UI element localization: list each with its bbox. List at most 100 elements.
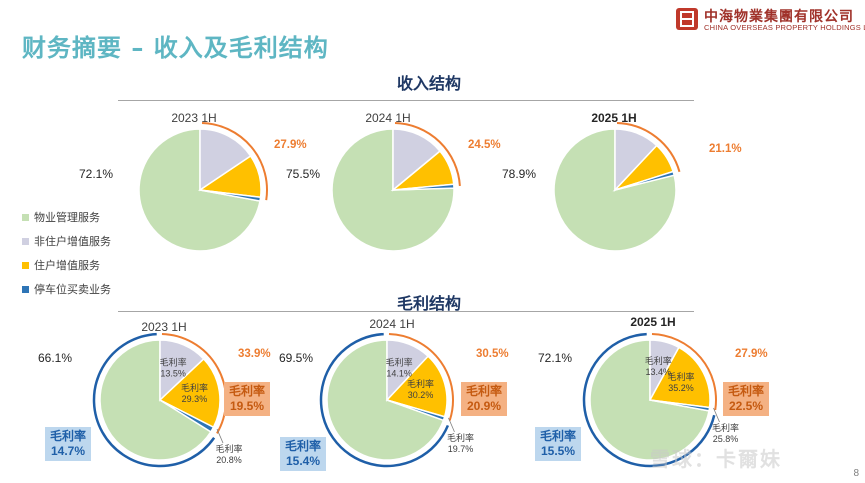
legend-label: 住户增值服务 (34, 260, 100, 272)
value-added-arc (201, 122, 268, 201)
pie-slice-parking (649, 399, 711, 412)
legend-item: 非住户增值服务 (22, 229, 111, 253)
legend-item: 物业管理服务 (22, 205, 111, 229)
company-logo: 中海物業集團有限公司 CHINA OVERSEAS PROPERTY HOLDI… (676, 6, 865, 38)
parking-margin-value: 20.8% (216, 455, 242, 465)
value-added-margin-label: 毛利率 (466, 384, 503, 398)
legend-label: 物业管理服务 (34, 212, 100, 224)
logo-chinese-name: 中海物業集團有限公司 (704, 9, 854, 25)
logo-english-name: CHINA OVERSEAS PROPERTY HOLDINGS LIMITED (704, 23, 865, 32)
resident-margin-value: 29.3% (182, 394, 208, 404)
pie-slice-property-mgmt (326, 339, 445, 461)
non-resident-margin-value: 13.5% (160, 369, 186, 379)
value-added-margin-label: 毛利率 (728, 384, 765, 398)
pie-slice-resident (648, 346, 711, 409)
value-added-arc (651, 333, 717, 411)
property-mgmt-share-label: 75.5% (286, 167, 320, 181)
chart-title: 2025 1H (630, 315, 675, 329)
value-added-arc (161, 333, 227, 434)
value-added-share-label: 21.1% (709, 143, 742, 155)
property-mgmt-share-label: 66.1% (38, 351, 72, 365)
parking-leader-line (713, 407, 720, 423)
legend-swatch (22, 237, 29, 245)
parking-margin-value: 25.8% (713, 434, 739, 444)
pie-slice-parking (199, 189, 262, 202)
non-resident-margin-label: 毛利率 (386, 356, 413, 367)
value-added-share-label: 33.9% (238, 348, 271, 360)
resident-margin-label: 毛利率 (407, 378, 434, 389)
page-number: 8 (853, 468, 859, 479)
value-added-share-label: 27.9% (735, 348, 768, 360)
value-added-margin-box-2025: 毛利率 22.5% (723, 382, 770, 416)
value-added-arc (388, 333, 454, 421)
property-margin-box-2024: 毛利率 15.4% (280, 437, 327, 471)
parking-margin-label: 毛利率 (712, 422, 739, 433)
revenue-divider (118, 100, 694, 101)
property-margin-value: 14.7% (50, 444, 86, 458)
property-mgmt-share-label: 72.1% (79, 167, 113, 181)
value-added-margin-box-2024: 毛利率 20.9% (461, 382, 508, 416)
revenue-structure-title: 收入结构 (397, 74, 462, 93)
value-added-arc (394, 122, 461, 186)
property-margin-label: 毛利率 (50, 429, 87, 443)
non-resident-margin-value: 13.4% (645, 367, 671, 377)
value-added-margin-box-2023: 毛利率 19.5% (224, 382, 271, 416)
watermark: 雪球：卡爾妹 (650, 447, 782, 471)
chart-legend: 物业管理服务 非住户增值服务 住户增值服务 停车位买卖业务 (22, 205, 111, 301)
gross-profit-structure-title: 毛利结构 (397, 294, 462, 313)
property-mgmt-share-label: 69.5% (279, 351, 313, 365)
property-mgmt-share-label: 78.9% (502, 167, 536, 181)
chart-title: 2024 1H (365, 111, 410, 125)
resident-margin-label: 毛利率 (667, 371, 694, 382)
property-mgmt-arc (319, 332, 450, 468)
pie-slice-property-mgmt (99, 339, 212, 461)
value-added-share-label: 27.9% (274, 139, 307, 151)
pie-slice-parking (614, 170, 676, 191)
pie-slice-parking (392, 183, 455, 191)
parking-leader-line (448, 417, 455, 433)
resident-margin-value: 35.2% (668, 383, 694, 393)
property-margin-label: 毛利率 (285, 439, 322, 453)
non-resident-margin-value: 14.1% (386, 368, 412, 378)
pie-slice-parking (386, 399, 446, 422)
resident-margin-value: 30.2% (408, 390, 434, 400)
legend-swatch (22, 213, 29, 221)
page-title: 财务摘要 – 收入及毛利结构 (22, 34, 329, 62)
chart-title: 2024 1H (369, 317, 414, 331)
legend-label: 停车位买卖业务 (34, 284, 111, 296)
parking-leader-line (216, 428, 224, 444)
property-mgmt-arc (582, 332, 716, 468)
pie-slice-resident (385, 355, 448, 418)
chart-title: 2023 1H (141, 320, 186, 334)
value-added-share-label: 24.5% (468, 139, 501, 151)
legend-item: 住户增值服务 (22, 253, 111, 277)
parking-margin-label: 毛利率 (447, 432, 474, 443)
gross-profit-divider (118, 311, 694, 312)
property-margin-value: 15.4% (285, 454, 321, 468)
value-added-margin-value: 19.5% (229, 399, 265, 413)
value-added-margin-value: 20.9% (466, 399, 502, 413)
legend-swatch (22, 285, 29, 293)
pie-slice-resident (158, 357, 221, 429)
property-margin-value: 15.5% (540, 444, 576, 458)
parking-margin-label: 毛利率 (216, 443, 243, 454)
property-mgmt-arc (92, 332, 216, 468)
legend-label: 非住户增值服务 (34, 236, 111, 248)
value-added-margin-value: 22.5% (728, 399, 764, 413)
property-margin-box-2023: 毛利率 14.7% (45, 427, 92, 461)
property-margin-label: 毛利率 (540, 429, 577, 443)
property-mgmt-share-label: 72.1% (538, 351, 572, 365)
resident-margin-label: 毛利率 (181, 382, 208, 393)
value-added-arc (616, 122, 681, 173)
non-resident-margin-label: 毛利率 (160, 357, 187, 368)
pie-slice-parking (159, 399, 215, 433)
pie-slice-non-resident (392, 128, 442, 192)
chart-title: 2023 1H (171, 111, 216, 125)
property-margin-box-2025: 毛利率 15.5% (535, 427, 582, 461)
logo-mark-icon (676, 8, 698, 30)
chart-title: 2025 1H (591, 111, 636, 125)
non-resident-margin-label: 毛利率 (645, 355, 672, 366)
pie-slice-non-resident (199, 128, 252, 192)
value-added-margin-label: 毛利率 (229, 384, 266, 398)
